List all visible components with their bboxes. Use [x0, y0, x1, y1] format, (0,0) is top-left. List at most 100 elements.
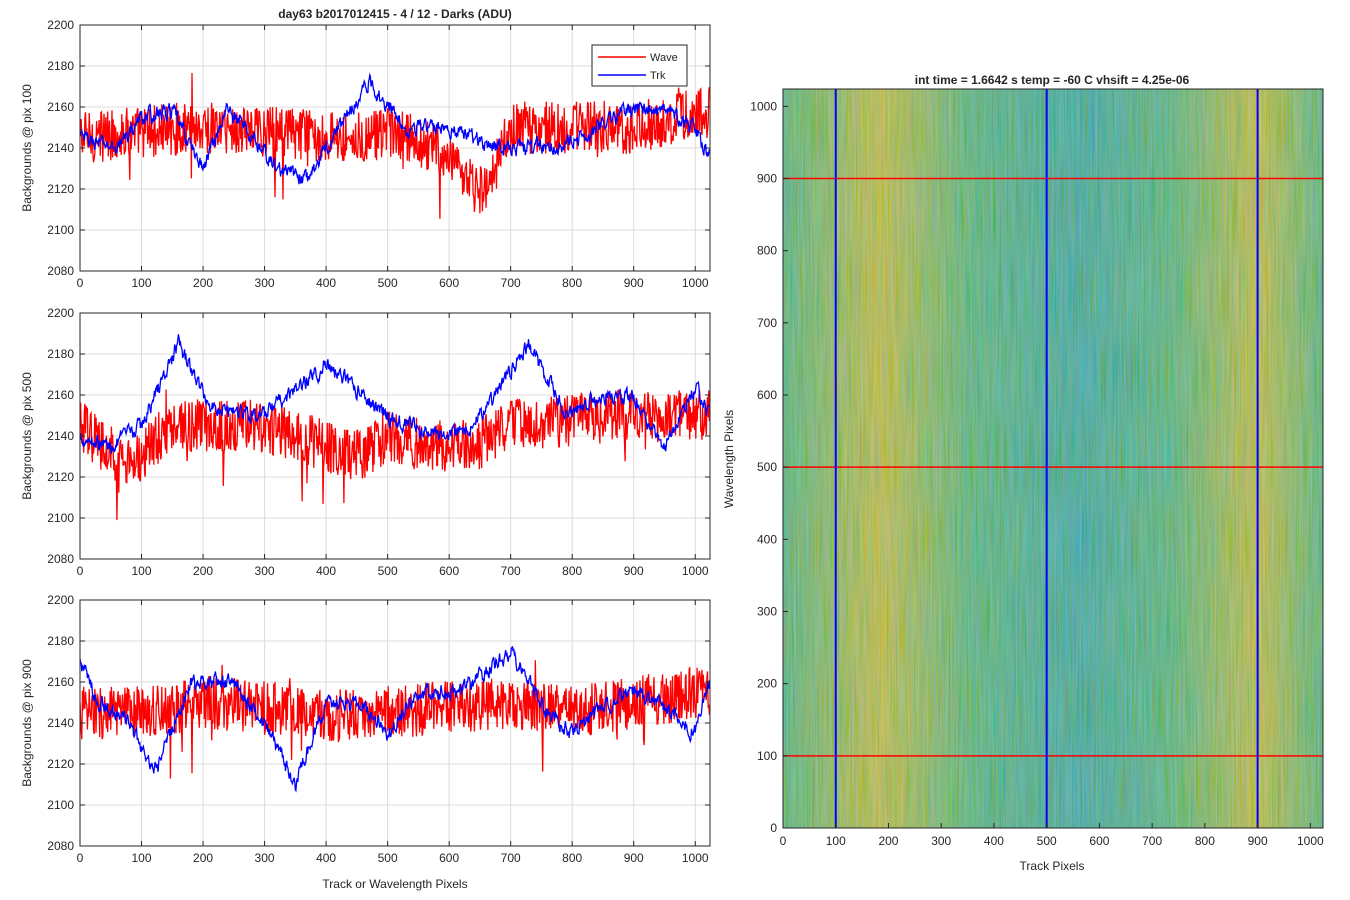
series-line-trk [80, 646, 710, 793]
heatmap-y-tick-label: 300 [757, 604, 777, 618]
y-tick-label: 2120 [47, 470, 74, 484]
heatmap-x-tick-label: 500 [1037, 834, 1057, 848]
heatmap-x-tick-label: 400 [984, 834, 1004, 848]
series-line-wave [80, 660, 710, 779]
line-plot-pix-900: 0 100 200 300 400 500 600 700 800 900 1000 2080 2100… [20, 593, 711, 865]
y-tick-label: 2100 [47, 511, 74, 525]
legend: Wave Trk [591, 44, 688, 87]
y-tick-label: 2120 [47, 757, 74, 771]
heatmap-y-tick-label: 900 [757, 171, 777, 185]
heatmap-y-tick-label: 0 [770, 821, 777, 835]
y-tick-label: 2180 [47, 59, 74, 73]
y-axis-label: Backgrounds @ pix 500 [20, 372, 34, 500]
heatmap-y-axis-label: Wavelength Pixels [722, 410, 736, 508]
y-tick-label: 2180 [47, 347, 74, 361]
heatmap-axes-box [782, 88, 1324, 829]
x-tick-label: 1000 [682, 851, 709, 865]
x-tick-label: 0 [77, 851, 84, 865]
x-tick-label: 100 [132, 564, 152, 578]
x-tick-label: 300 [255, 564, 275, 578]
x-tick-label: 800 [562, 276, 582, 290]
figure-title: day63 b2017012415 - 4 / 12 - Darks (ADU) [278, 7, 511, 21]
y-tick-label: 2080 [47, 264, 74, 278]
legend-trk-label: Trk [650, 70, 666, 82]
heatmap-x-tick-label: 0 [780, 834, 787, 848]
heatmap-y-tick-label: 800 [757, 244, 777, 258]
legend-box [591, 44, 688, 87]
y-tick-label: 2200 [47, 593, 74, 607]
x-tick-label: 600 [439, 851, 459, 865]
x-tick-label: 600 [439, 276, 459, 290]
heatmap-texture [783, 89, 1323, 828]
y-tick-label: 2100 [47, 798, 74, 812]
series-line-trk [80, 334, 710, 454]
line-plot-pix-500: 0 100 200 300 400 500 600 700 800 900 1000 2080 2100… [20, 306, 711, 578]
x-tick-label: 500 [378, 851, 398, 865]
y-tick-label: 2160 [47, 675, 74, 689]
x-tick-label: 300 [255, 276, 275, 290]
y-tick-label: 2120 [47, 182, 74, 196]
x-tick-label: 1000 [682, 276, 709, 290]
heatmap-y-tick-label: 700 [757, 316, 777, 330]
y-tick-label: 2100 [47, 223, 74, 237]
heatmap-plot: int time = 1.6642 s temp = -60 C vhsift … [722, 73, 1324, 873]
x-tick-label: 400 [316, 276, 336, 290]
x-tick-label: 700 [501, 564, 521, 578]
heatmap-title: int time = 1.6642 s temp = -60 C vhsift … [915, 73, 1190, 87]
x-tick-label: 400 [316, 851, 336, 865]
heatmap-x-tick-label: 300 [931, 834, 951, 848]
y-tick-label: 2160 [47, 100, 74, 114]
y-axis-label: Backgrounds @ pix 100 [20, 84, 34, 212]
heatmap-y-tick-label: 500 [757, 460, 777, 474]
heatmap-x-tick-label: 1000 [1297, 834, 1324, 848]
x-tick-label: 700 [501, 276, 521, 290]
x-tick-label: 500 [378, 276, 398, 290]
series-line-wave [80, 72, 710, 219]
x-tick-label: 500 [378, 564, 398, 578]
y-tick-label: 2140 [47, 141, 74, 155]
y-tick-label: 2200 [47, 18, 74, 32]
x-tick-label: 700 [501, 851, 521, 865]
heatmap-x-tick-label: 700 [1142, 834, 1162, 848]
x-tick-label: 600 [439, 564, 459, 578]
x-tick-label: 0 [77, 564, 84, 578]
line-x-axis-label: Track or Wavelength Pixels [322, 877, 467, 891]
series-line-trk [80, 72, 710, 185]
y-tick-label: 2080 [47, 839, 74, 853]
heatmap-x-tick-label: 600 [1089, 834, 1109, 848]
legend-wave-label: Wave [650, 52, 678, 64]
heatmap-y-tick-label: 100 [757, 749, 777, 763]
x-tick-label: 100 [132, 851, 152, 865]
heatmap-x-tick-label: 900 [1248, 834, 1268, 848]
heatmap-y-tick-label: 400 [757, 532, 777, 546]
y-tick-label: 2080 [47, 552, 74, 566]
x-tick-label: 0 [77, 276, 84, 290]
x-tick-label: 200 [193, 564, 213, 578]
y-tick-label: 2140 [47, 429, 74, 443]
x-tick-label: 400 [316, 564, 336, 578]
x-tick-label: 300 [255, 851, 275, 865]
heatmap-x-tick-label: 800 [1195, 834, 1215, 848]
heatmap-y-tick-label: 200 [757, 677, 777, 691]
x-tick-label: 200 [193, 276, 213, 290]
x-tick-label: 900 [624, 564, 644, 578]
series-line-wave [80, 389, 710, 521]
x-tick-label: 900 [624, 276, 644, 290]
heatmap-x-axis-label: Track Pixels [1020, 859, 1085, 873]
heatmap-x-tick-label: 100 [826, 834, 846, 848]
y-tick-label: 2180 [47, 634, 74, 648]
heatmap-x-tick-label: 200 [878, 834, 898, 848]
heatmap-y-tick-label: 1000 [750, 99, 777, 113]
y-tick-label: 2200 [47, 306, 74, 320]
y-tick-label: 2140 [47, 716, 74, 730]
x-tick-label: 800 [562, 564, 582, 578]
x-tick-label: 1000 [682, 564, 709, 578]
x-tick-label: 900 [624, 851, 644, 865]
heatmap-y-tick-label: 600 [757, 388, 777, 402]
y-tick-label: 2160 [47, 388, 74, 402]
x-tick-label: 200 [193, 851, 213, 865]
x-tick-label: 800 [562, 851, 582, 865]
x-tick-label: 100 [132, 276, 152, 290]
y-axis-label: Backgrounds @ pix 900 [20, 659, 34, 787]
